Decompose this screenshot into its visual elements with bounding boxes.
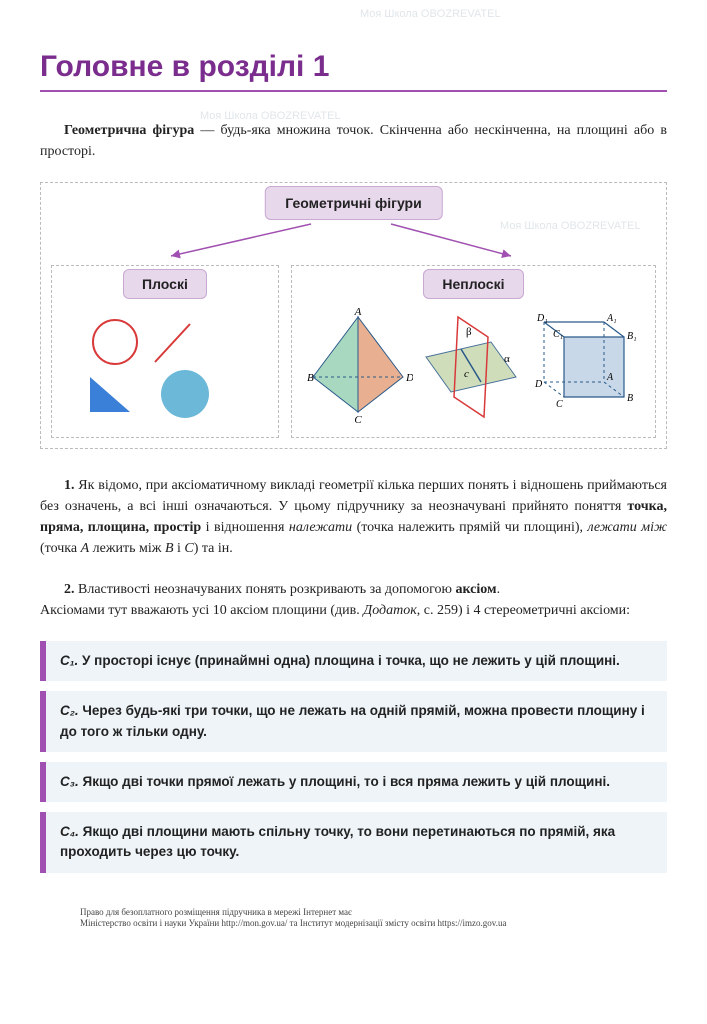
svg-text:C: C: [355, 414, 363, 426]
svg-text:α: α: [504, 353, 510, 365]
p2-ital: Додаток: [363, 603, 416, 618]
paragraph-2: 2. Властивості неозначуваних понять розк…: [40, 579, 667, 621]
p1-f: і: [174, 541, 185, 556]
line-shape: [155, 324, 190, 362]
diagram-arrows: [51, 220, 656, 260]
p1-C: C: [184, 541, 193, 556]
axiom-c3: С₃. Якщо дві точки прямої лежать у площи…: [40, 762, 667, 802]
intro-paragraph: Геометрична фігура — будь-яка множина то…: [40, 120, 667, 162]
svg-text:B₁: B₁: [627, 331, 637, 342]
paragraph-1: 1. Як відомо, при аксіоматичному викладі…: [40, 475, 667, 559]
flat-shapes-svg: [75, 312, 255, 422]
planes-shape: β α c: [416, 307, 526, 427]
axiom-c2-text: Через будь-які три точки, що не лежать н…: [60, 703, 645, 738]
diagram-top-label: Геометричні фігури: [264, 186, 442, 220]
p1-num: 1.: [64, 478, 75, 493]
axiom-c1-text: У просторі існує (принаймні одна) площин…: [78, 653, 620, 668]
p2-l3: , с. 259) і 4 стереометричні аксіоми:: [417, 603, 630, 618]
svg-text:D: D: [534, 379, 543, 390]
p1-e: лежить між: [89, 541, 165, 556]
page-title: Головне в розділі 1: [40, 50, 667, 84]
p1-a: Як відомо, при аксіоматичному викладі ге…: [40, 478, 667, 514]
watermark: Моя Школа OBOZREVATEL: [360, 8, 501, 20]
axiom-c3-text: Якщо дві точки прямої лежать у площині, …: [79, 774, 610, 789]
p1-d: (точка: [40, 541, 81, 556]
axiom-c2: С₂. Через будь-які три точки, що не лежа…: [40, 691, 667, 752]
p1-ital2: лежати між: [587, 520, 667, 535]
svg-text:A: A: [354, 307, 362, 318]
flat-label: Плоскі: [123, 269, 207, 299]
cube-shape: D₁ A₁ C₁ B₁ D A C B: [529, 307, 644, 427]
svg-text:D₁: D₁: [536, 313, 548, 324]
triangle-shape: [90, 377, 130, 412]
axiom-c1-label: С₁.: [60, 653, 78, 668]
disc-shape: [161, 370, 209, 418]
footer: Право для безоплатного розміщення підруч…: [0, 903, 707, 940]
p2-l2: Аксіомами тут вважають усі 10 аксіом пло…: [40, 603, 363, 618]
svg-text:D: D: [405, 372, 413, 384]
svg-text:A: A: [606, 372, 614, 383]
axiom-c4: С₄. Якщо дві площини мають спільну точку…: [40, 812, 667, 873]
axiom-c4-label: С₄.: [60, 824, 79, 839]
p1-A: A: [81, 541, 90, 556]
svg-text:c: c: [464, 368, 469, 380]
svg-text:B: B: [627, 393, 633, 404]
circle-shape: [93, 320, 137, 364]
p1-c: (точка належить прямій чи площині),: [352, 520, 587, 535]
title-underline: [40, 90, 667, 92]
svg-text:β: β: [466, 326, 472, 338]
p2-bold: аксіом: [455, 582, 496, 597]
axiom-c2-label: С₂.: [60, 703, 79, 718]
intro-term: Геометрична фігура: [64, 123, 194, 138]
footer-line2: Міністерство освіти і науки України http…: [80, 918, 667, 930]
axiom-c3-label: С₃.: [60, 774, 79, 789]
axiom-c4-text: Якщо дві площини мають спільну точку, то…: [60, 824, 615, 859]
svg-text:C₁: C₁: [553, 329, 563, 340]
footer-line1: Право для безоплатного розміщення підруч…: [80, 907, 667, 919]
diagram-container: Геометричні фігури Плоскі: [40, 182, 667, 449]
p2-num: 2.: [64, 582, 75, 597]
p1-B: B: [165, 541, 174, 556]
p1-b: і відношення: [201, 520, 289, 535]
nonflat-label: Неплоскі: [423, 269, 523, 299]
p1-g: ) та ін.: [194, 541, 233, 556]
nonflat-shapes-panel: Неплоскі A B C D: [291, 265, 656, 438]
svg-text:C: C: [556, 399, 563, 410]
flat-shapes-panel: Плоскі: [51, 265, 279, 438]
p1-ital1: належати: [289, 520, 352, 535]
svg-text:A₁: A₁: [606, 313, 617, 324]
axiom-c1: С₁. У просторі існує (принаймні одна) пл…: [40, 641, 667, 681]
pyramid-shape: A B C D: [303, 307, 413, 427]
svg-text:B: B: [307, 372, 314, 384]
p2-l1: Властивості неозначуваних понять розкрив…: [75, 582, 456, 597]
